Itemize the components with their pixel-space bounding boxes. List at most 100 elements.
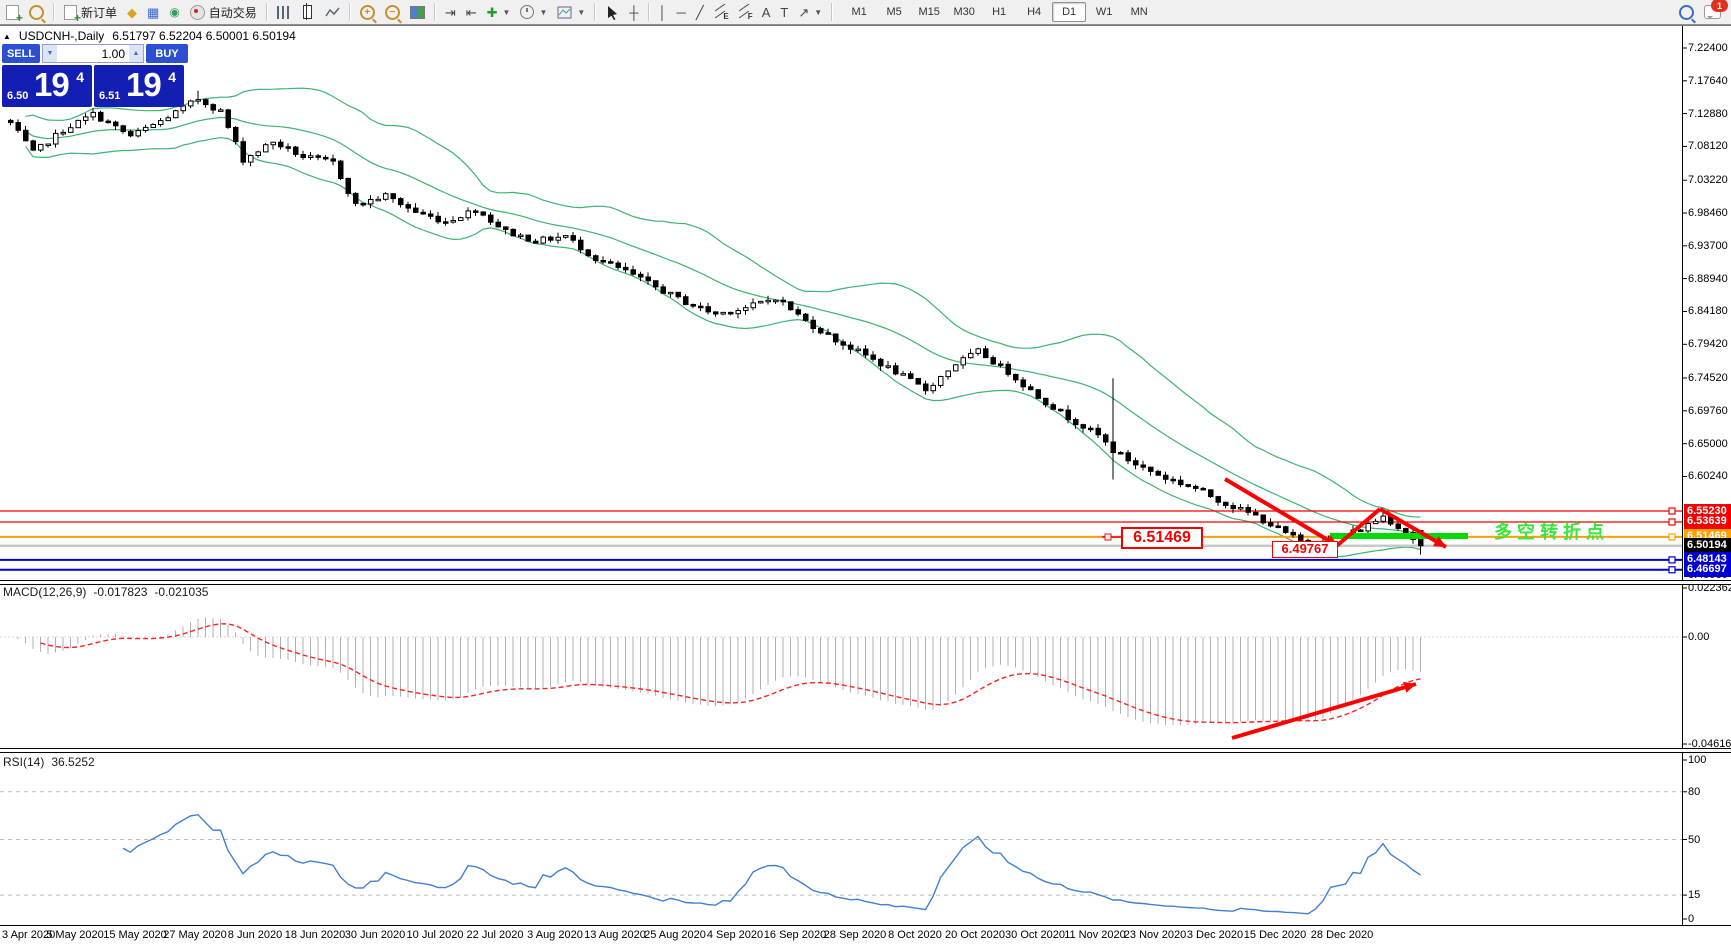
volume-input[interactable] xyxy=(57,45,129,62)
chart-bottom-border xyxy=(0,925,1731,926)
rsi-axis-tick: 15 xyxy=(1688,889,1701,902)
candlestick-mode-button[interactable] xyxy=(296,2,319,22)
trendline-icon: ╱ xyxy=(695,4,704,20)
channel-tool-button[interactable]: E xyxy=(710,2,732,22)
auto-trading-button[interactable]: 自动交易 xyxy=(186,2,261,22)
toolbar-separator xyxy=(348,3,351,21)
date-label: 30 Jun 2020 xyxy=(344,929,406,941)
new-order-button[interactable]: 新订单 xyxy=(60,2,121,25)
main-macd-divider[interactable] xyxy=(0,580,1731,585)
price-tick: 7.22400 xyxy=(1688,42,1728,54)
price-tag: 6.50194 xyxy=(1684,538,1731,554)
price-tag: 6.46697 xyxy=(1684,562,1731,578)
rsi-name: RSI(14) xyxy=(3,755,45,769)
horizontal-line-tool-button[interactable]: ─ xyxy=(673,2,690,22)
new-order-label: 新订单 xyxy=(81,5,118,20)
add-indicator-icon: ✚ xyxy=(486,4,498,20)
timeframe-h4[interactable]: H4 xyxy=(1027,6,1042,18)
bar-chart-mode-button[interactable] xyxy=(273,2,294,22)
text-tool-button[interactable]: A xyxy=(758,2,775,22)
cursor-tool-button[interactable] xyxy=(601,2,623,22)
rsi-label: RSI(14) 36.5252 xyxy=(3,755,95,769)
zoom-out-button[interactable]: − xyxy=(381,2,404,22)
zoom-out-icon: − xyxy=(384,4,400,20)
timeframe-h1[interactable]: H1 xyxy=(992,6,1007,18)
notifications-icon[interactable]: 1 xyxy=(1704,0,1728,19)
zoom-in-button[interactable]: + xyxy=(356,2,379,22)
crosshair-tool-button[interactable]: ┼ xyxy=(625,2,642,22)
low-price-label[interactable]: 6.49767 xyxy=(1272,541,1338,558)
date-label: 28 Sep 2020 xyxy=(823,929,887,941)
date-label: 15 May 2020 xyxy=(103,929,167,941)
timeframe-m30[interactable]: M30 xyxy=(953,6,975,18)
toolbar: 新订单 ◆ ▦ ◉ 自动交易 + − ⇥ ⇤ ✚▼ ▼ ▼ ┼ xyxy=(0,0,1731,25)
expand-arrow-icon[interactable]: ▲ xyxy=(3,31,11,41)
zoom-in-icon: + xyxy=(359,4,375,20)
chart-shift-button[interactable]: ⇤ xyxy=(462,2,481,22)
toolbar-separator xyxy=(594,3,597,21)
signals-button[interactable]: ◉ xyxy=(165,2,183,22)
ask-price-button[interactable]: 6.51 19 4 xyxy=(94,65,184,107)
market-depth-button[interactable]: ◆ xyxy=(123,2,141,22)
search-icon[interactable] xyxy=(1679,4,1694,20)
template-icon xyxy=(557,6,572,18)
timeframe-m5[interactable]: M5 xyxy=(886,6,902,18)
arrow-shapes-icon: ↗ xyxy=(798,4,810,20)
timeframe-d1[interactable]: D1 xyxy=(1052,2,1087,22)
bid-price-button[interactable]: 6.50 19 4 xyxy=(2,65,92,107)
support-price-label[interactable]: 6.51469 xyxy=(1121,527,1203,549)
date-label: 3 Aug 2020 xyxy=(527,929,583,941)
date-axis: 3 Apr 2020 5 May 2020 15 May 2020 27 May 20… xyxy=(0,929,1682,945)
timeframe-m1[interactable]: M1 xyxy=(851,6,867,18)
date-label: 25 Aug 2020 xyxy=(644,929,706,941)
price-axis-line xyxy=(1682,26,1683,925)
volume-down-button[interactable]: ▼ xyxy=(43,45,57,62)
trendline-tool-button[interactable]: ╱ xyxy=(692,2,708,22)
macd-label: MACD(12,26,9) -0.017823 -0.021035 xyxy=(3,585,208,599)
one-click-trading-panel: SELL ▼ ▲ BUY 6.50 19 4 6.51 19 4 xyxy=(2,44,188,107)
timeframe-w1[interactable]: W1 xyxy=(1095,6,1113,18)
bid-price-sup: 4 xyxy=(76,69,84,85)
buy-button[interactable]: BUY xyxy=(146,44,188,63)
timeframe-m15[interactable]: M15 xyxy=(918,6,940,18)
line-chart-mode-button[interactable] xyxy=(321,2,344,22)
terminal-button[interactable]: ▦ xyxy=(143,2,163,22)
date-label: 18 Jun 2020 xyxy=(284,929,346,941)
price-tick: 6.98460 xyxy=(1688,207,1728,220)
candlestick-icon xyxy=(302,3,312,20)
periods-button[interactable]: ▼ xyxy=(516,2,551,22)
fibonacci-tool-button[interactable]: F xyxy=(734,2,756,22)
tile-windows-button[interactable] xyxy=(406,2,429,22)
arrows-tool-button[interactable]: ↗ ▼ xyxy=(794,2,826,22)
indicators-button[interactable]: ✚ ▼ xyxy=(483,2,515,22)
templates-button[interactable]: ▼ xyxy=(553,2,589,22)
chart-preview-button[interactable] xyxy=(25,2,48,22)
auto-scroll-button[interactable]: ⇥ xyxy=(441,2,460,22)
text-label-tool-button[interactable]: T xyxy=(776,2,792,22)
price-tick: 6.69760 xyxy=(1688,404,1728,417)
timeframe-mn[interactable]: MN xyxy=(1130,6,1148,18)
date-label: 27 May 2020 xyxy=(163,929,227,941)
macd-rsi-divider[interactable] xyxy=(0,748,1731,753)
price-tick: 7.17640 xyxy=(1688,74,1728,87)
auto-trading-label: 自动交易 xyxy=(208,5,257,20)
volume-up-button[interactable]: ▲ xyxy=(129,45,143,62)
price-tick: 6.84180 xyxy=(1688,305,1728,318)
toolbar-separator xyxy=(53,3,55,21)
turning-point-note[interactable]: 多空转折点 xyxy=(1494,522,1609,542)
sell-button[interactable]: SELL xyxy=(2,44,40,63)
timeframe-toolbar: M1 M5 M15 M30 H1 H4 D1 W1 MN xyxy=(842,2,1156,22)
date-label: 3 Dec 2020 xyxy=(1186,929,1244,941)
clock-icon xyxy=(520,5,535,19)
vertical-line-icon: │ xyxy=(658,4,667,20)
dropdown-arrow-icon: ▼ xyxy=(502,7,511,17)
vertical-line-tool-button[interactable]: │ xyxy=(655,2,671,22)
text-tool-icon: A xyxy=(761,4,771,20)
ask-price-small: 6.51 xyxy=(99,90,121,102)
chart-shift-icon: ⇤ xyxy=(465,4,477,20)
macd-name: MACD(12,26,9) xyxy=(3,585,87,599)
price-tick: 7.08120 xyxy=(1688,140,1728,153)
fibonacci-icon: F xyxy=(738,3,753,21)
new-chart-button[interactable] xyxy=(2,2,23,25)
